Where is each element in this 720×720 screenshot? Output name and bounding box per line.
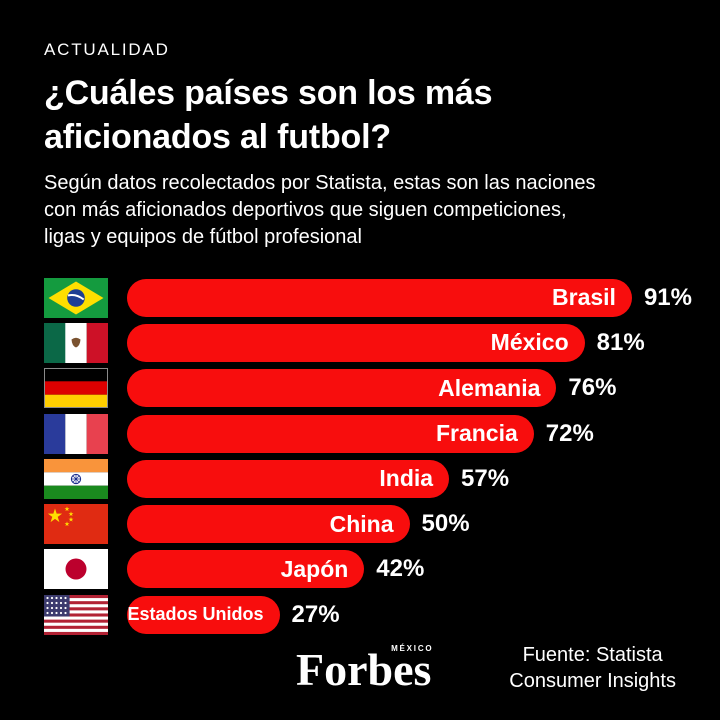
france-flag-icon	[44, 413, 108, 454]
bar-brasil: Brasil	[127, 278, 632, 317]
usa-flag-icon	[44, 594, 108, 635]
chart-row-brasil: Brasil 91%	[44, 275, 704, 320]
chart-row-alemania: Alemania 76%	[44, 366, 704, 411]
bar-label: Brasil	[552, 284, 616, 311]
page-subtitle: Según datos recolectados por Statista, e…	[44, 172, 596, 248]
bar-track: India 57%	[127, 459, 692, 498]
forbes-region-label: MÉXICO	[391, 644, 434, 653]
source-attribution: Fuente: Statista Consumer Insights	[509, 644, 676, 692]
bar-value: 42%	[376, 555, 425, 583]
chart-row-india: India 57%	[44, 456, 704, 501]
brazil-flag-icon	[44, 277, 108, 318]
bar-value: 50%	[421, 510, 470, 538]
bar-track: Brasil 91%	[127, 278, 692, 317]
bar-label: Alemania	[438, 374, 541, 401]
bar-francia: Francia	[127, 414, 534, 453]
bar-label: China	[329, 510, 394, 537]
bar-track: China 50%	[127, 505, 692, 544]
chart-row-estados-unidos: Estados Unidos 27%	[44, 592, 704, 637]
page-title: ¿Cuáles países son los más aficionados a…	[44, 74, 493, 156]
bar-label: India	[379, 465, 434, 492]
bar-alemania: Alemania	[127, 369, 557, 408]
forbes-wordmark: Forbes	[296, 644, 432, 695]
bar-chart: Brasil 91% México 81%	[44, 275, 704, 637]
bar-track: Francia 72%	[127, 414, 692, 453]
india-flag-icon	[44, 458, 108, 499]
bar-track: Alemania 76%	[127, 369, 692, 408]
section-kicker: ACTUALIDAD	[44, 40, 170, 59]
japan-flag-icon	[44, 549, 108, 590]
bar-label: Japón	[280, 555, 349, 582]
chart-row-mexico: México 81%	[44, 320, 704, 365]
chart-row-china: China 50%	[44, 501, 704, 546]
bar-value: 91%	[643, 283, 692, 311]
bar-mexico: México	[127, 323, 585, 362]
china-flag-icon	[44, 504, 108, 545]
bar-label: México	[490, 329, 569, 356]
chart-row-japon: Japón 42%	[44, 547, 704, 592]
bar-track: Estados Unidos 27%	[127, 595, 692, 634]
bar-value: 81%	[596, 328, 645, 356]
bar-track: México 81%	[127, 323, 692, 362]
bar-estados-unidos: Estados Unidos	[127, 595, 280, 634]
bar-value: 27%	[291, 600, 340, 628]
chart-row-francia: Francia 72%	[44, 411, 704, 456]
mexico-flag-icon	[44, 322, 108, 363]
bar-value: 76%	[568, 374, 617, 402]
bar-label: Francia	[435, 420, 518, 447]
germany-flag-icon	[44, 368, 108, 409]
bar-track: Japón 42%	[127, 550, 692, 589]
forbes-logo: MÉXICO Forbes	[296, 644, 434, 695]
bar-india: India	[127, 459, 450, 498]
bar-china: China	[127, 505, 410, 544]
bar-label: Estados Unidos	[127, 604, 264, 625]
bar-value: 72%	[545, 419, 594, 447]
bar-japon: Japón	[127, 550, 365, 589]
bar-value: 57%	[461, 464, 510, 492]
